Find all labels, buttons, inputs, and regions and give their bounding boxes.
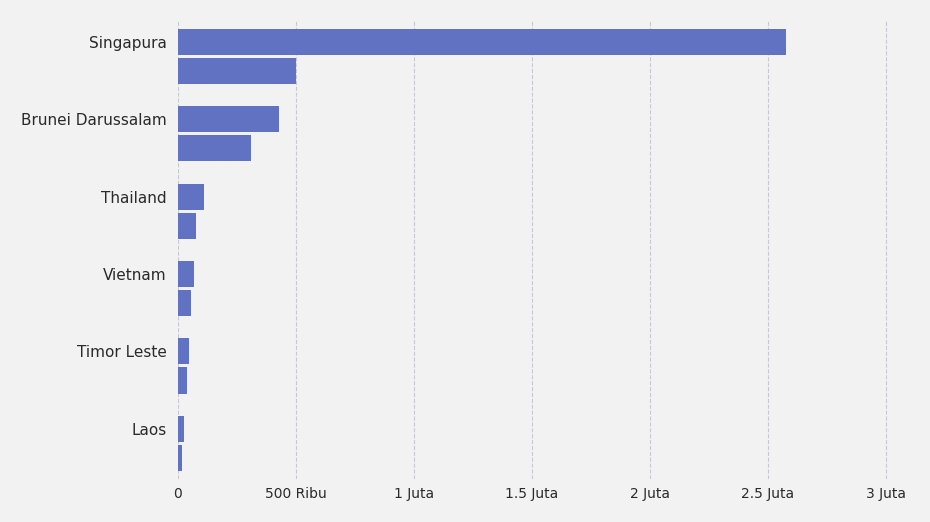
- Bar: [178, 367, 187, 394]
- Bar: [178, 290, 192, 316]
- Bar: [178, 106, 279, 132]
- Bar: [178, 261, 193, 287]
- Bar: [178, 135, 251, 161]
- Bar: [178, 29, 787, 55]
- Bar: [178, 58, 296, 84]
- Bar: [178, 416, 184, 442]
- Bar: [178, 184, 204, 209]
- Bar: [178, 213, 196, 239]
- Bar: [178, 445, 182, 471]
- Bar: [178, 338, 190, 364]
